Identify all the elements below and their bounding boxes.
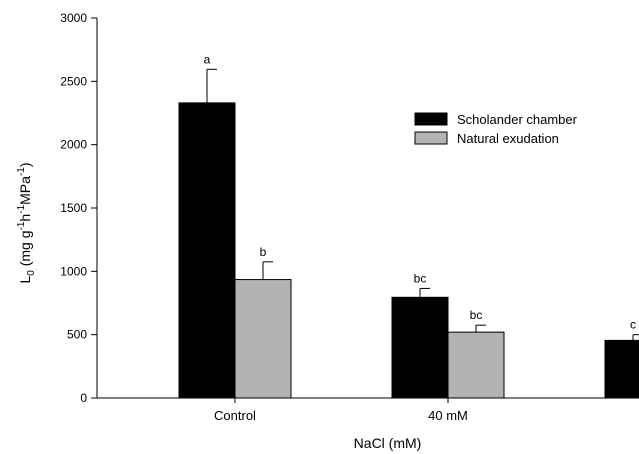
y-axis-title-sub: 0 xyxy=(26,270,37,276)
y-axis-title: L0 (mg g-1h-1MPa-1) xyxy=(16,162,37,283)
significance-label: b xyxy=(260,245,267,259)
y-tick-label: 1000 xyxy=(60,264,87,278)
y-axis-title-exp3: -1 xyxy=(16,167,27,176)
plot-area: abbcbccc xyxy=(178,52,639,399)
y-tick-label: 2500 xyxy=(60,74,87,88)
bar xyxy=(391,296,449,399)
bar xyxy=(604,339,639,399)
x-axis-title: NaCl (mM) xyxy=(354,435,422,451)
y-axis-title-mid1: h xyxy=(17,214,33,222)
legend-swatch xyxy=(414,131,448,145)
bar xyxy=(234,279,292,399)
y-tick-label: 1500 xyxy=(60,201,87,215)
y-tick-label: 3000 xyxy=(60,11,87,25)
y-axis-title-unit-close: ) xyxy=(17,162,33,167)
y-tick-label: 0 xyxy=(80,391,87,405)
significance-label: c xyxy=(630,318,636,332)
legend-entry: Scholander chamber xyxy=(457,112,578,127)
legend: Scholander chamber Natural exudation xyxy=(414,112,578,146)
y-axis-title-unit-open: (mg g xyxy=(17,230,33,270)
y-tick-label: 2000 xyxy=(60,138,87,152)
legend-swatch xyxy=(414,112,448,126)
significance-label: bc xyxy=(414,271,427,285)
y-axis-title-base: L xyxy=(17,276,33,284)
bar xyxy=(447,331,505,399)
significance-label: bc xyxy=(470,308,483,322)
x-tick-label: Control xyxy=(214,408,256,423)
bar xyxy=(178,102,236,399)
y-axis-title-exp1: -1 xyxy=(16,221,27,230)
significance-label: a xyxy=(204,52,211,66)
legend-entry: Natural exudation xyxy=(457,131,559,146)
y-tick-label: 500 xyxy=(67,328,87,342)
y-axis-title-mid2: MPa xyxy=(17,176,33,205)
y-axis-title-exp2: -1 xyxy=(16,204,27,213)
x-tick-label: 40 mM xyxy=(428,408,468,423)
